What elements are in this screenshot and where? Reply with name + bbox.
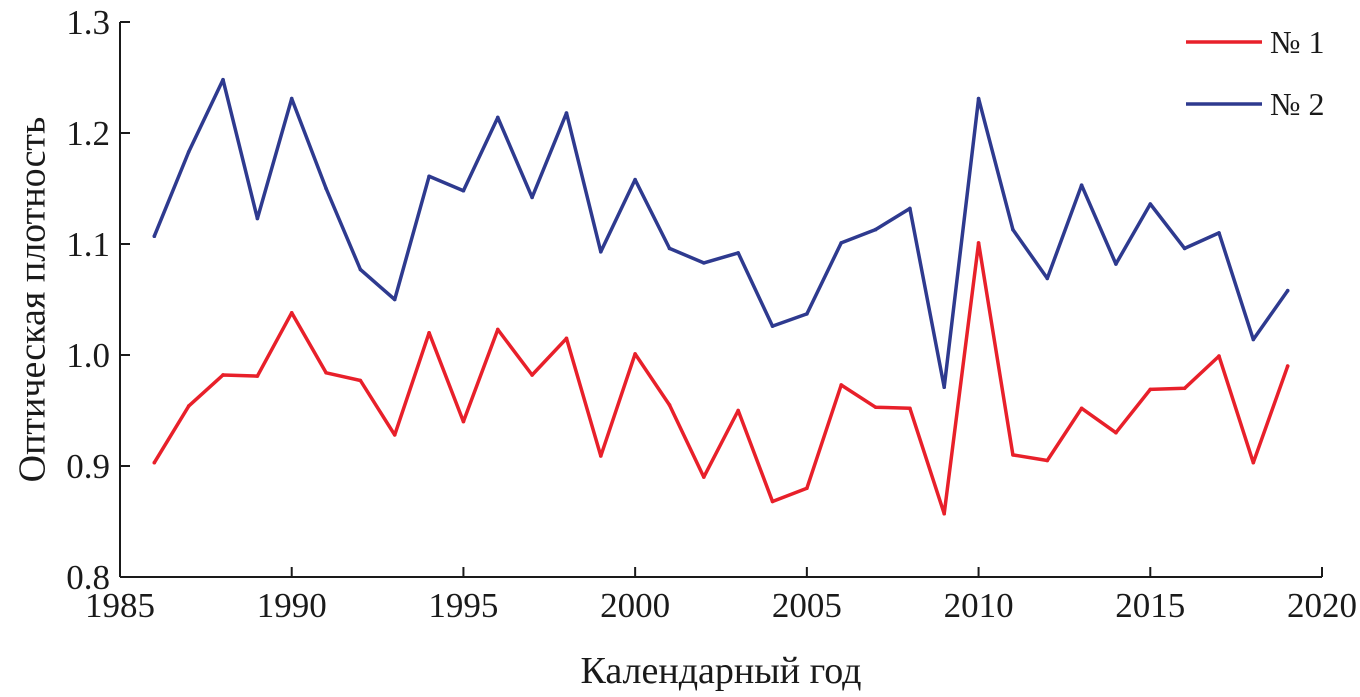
x-tick-label: 2005 xyxy=(772,586,842,625)
series-2-point xyxy=(839,241,843,245)
y-axis-title: Оптическая плотность xyxy=(12,117,54,483)
series-1-point xyxy=(908,406,912,411)
series-1-point xyxy=(186,404,191,408)
series-2-point xyxy=(1045,276,1050,281)
series-2-point xyxy=(873,227,878,232)
series-1-point xyxy=(942,511,947,516)
series-2-point xyxy=(392,297,397,302)
series-2-point xyxy=(1251,337,1256,342)
legend-label-2: № 2 xyxy=(1270,86,1325,122)
series-2-point xyxy=(324,186,328,191)
y-ticks: 0.8 0.9 1.0 1.1 1.2 1.3 xyxy=(66,3,130,597)
series-1-point xyxy=(702,475,706,479)
series-2-point xyxy=(1011,227,1015,232)
series-1-point xyxy=(152,460,157,465)
series-2-point xyxy=(1079,183,1084,187)
y-tick-label: 0.9 xyxy=(66,447,110,486)
series-1-point xyxy=(221,373,225,377)
series-1-point xyxy=(392,433,397,437)
series-1-point xyxy=(805,486,809,491)
series-1-point xyxy=(564,336,569,341)
x-tick-label: 1990 xyxy=(257,586,327,625)
series-1-point xyxy=(1079,406,1084,411)
series-1-point xyxy=(770,499,775,504)
series-2-point xyxy=(1114,262,1118,266)
y-tick-label: 0.8 xyxy=(66,558,110,597)
series-2-point xyxy=(427,174,431,179)
series-1-point xyxy=(461,419,466,424)
series-1-point xyxy=(839,383,843,387)
series-1 xyxy=(152,241,1290,516)
series-1-point xyxy=(1251,460,1256,465)
series-2-point xyxy=(495,115,500,120)
series-2-point xyxy=(255,216,260,221)
series-2-point xyxy=(633,177,637,182)
series-1-line xyxy=(152,241,1290,516)
series-2-line xyxy=(152,77,1290,389)
series-1-point xyxy=(1114,430,1118,435)
series-1-point xyxy=(1217,354,1221,358)
series-1-point xyxy=(1182,386,1187,391)
series-1-point xyxy=(1011,453,1015,457)
series-2-point xyxy=(667,246,672,251)
series-1-point xyxy=(599,454,603,458)
series-1-point xyxy=(495,327,500,332)
series-1-point xyxy=(530,373,534,377)
x-tick-label: 1995 xyxy=(428,586,498,625)
series-2 xyxy=(152,77,1290,389)
series-1-point xyxy=(736,408,740,413)
series-2-point xyxy=(152,234,157,239)
series-2-point xyxy=(221,77,225,82)
series-2-point xyxy=(976,96,981,101)
x-tick-label: 2000 xyxy=(600,586,670,625)
series-1-point xyxy=(667,403,672,407)
legend: № 1 № 2 xyxy=(1186,24,1325,122)
series-1-point xyxy=(633,352,637,356)
x-axis-title: Календарный год xyxy=(581,650,862,692)
series-2-point xyxy=(461,188,466,193)
series-group xyxy=(152,77,1290,516)
x-tick-label: 2020 xyxy=(1287,586,1357,625)
series-2-point xyxy=(186,150,191,154)
series-2-point xyxy=(908,206,912,211)
x-tick-label: 2010 xyxy=(944,586,1014,625)
series-2-point xyxy=(736,251,740,255)
series-2-point xyxy=(289,96,294,101)
series-2-point xyxy=(942,385,947,389)
series-2-point xyxy=(530,195,534,200)
series-2-point xyxy=(770,324,775,328)
series-2-point xyxy=(599,249,603,254)
series-1-point xyxy=(1285,364,1290,368)
series-1-point xyxy=(289,311,294,315)
series-1-point xyxy=(976,241,981,245)
series-1-point xyxy=(873,405,878,409)
series-1-point xyxy=(427,331,431,335)
y-tick-label: 1.3 xyxy=(66,3,110,42)
legend-label-1: № 1 xyxy=(1270,24,1325,60)
x-ticks: 1985 1990 1995 2000 2005 2010 2015 2020 xyxy=(85,567,1357,625)
series-1-point xyxy=(255,374,260,378)
y-tick-label: 1.1 xyxy=(66,225,110,264)
series-2-point xyxy=(564,111,569,115)
y-tick-label: 1.0 xyxy=(66,336,110,375)
x-tick-label: 2015 xyxy=(1115,586,1185,625)
series-1-point xyxy=(1148,387,1153,392)
y-tick-label: 1.2 xyxy=(66,114,110,153)
axes xyxy=(119,22,1322,578)
series-2-point xyxy=(805,312,809,316)
series-1-point xyxy=(358,378,363,383)
series-2-point xyxy=(358,267,363,272)
series-2-point xyxy=(1217,231,1221,235)
series-2-point xyxy=(1148,202,1153,206)
series-2-point xyxy=(1182,246,1187,251)
x-tick-label: 1985 xyxy=(85,586,155,625)
series-1-point xyxy=(324,370,328,375)
series-2-point xyxy=(702,261,706,265)
series-1-point xyxy=(1045,458,1050,463)
series-2-point xyxy=(1285,288,1290,293)
